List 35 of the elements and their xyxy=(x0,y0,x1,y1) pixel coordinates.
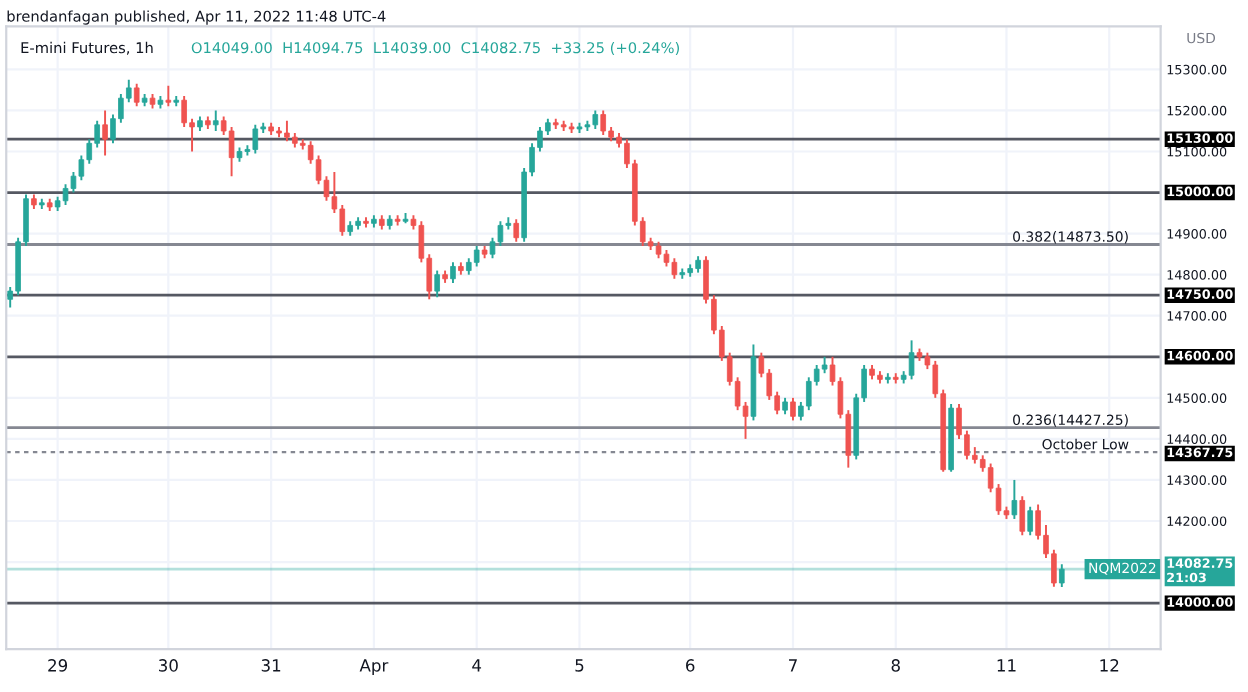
x-tick-label: 4 xyxy=(472,659,482,672)
x-tick-label: 11 xyxy=(997,659,1016,672)
candlestick xyxy=(513,218,520,243)
candlestick xyxy=(600,109,606,137)
x-tick-label: 12 xyxy=(1100,659,1119,672)
candlestick xyxy=(339,203,346,237)
candlestick xyxy=(434,269,440,299)
candlestick xyxy=(212,109,219,132)
candlestick xyxy=(1027,505,1033,537)
candlestick xyxy=(228,125,235,178)
x-tick-label: 31 xyxy=(261,659,281,672)
candlestick xyxy=(181,95,187,128)
candlestick xyxy=(1059,563,1065,589)
candlestick xyxy=(805,376,812,412)
candlestick xyxy=(592,109,599,130)
candlestick xyxy=(473,244,480,268)
x-tick-label: 8 xyxy=(891,659,900,672)
x-tick-label: 30 xyxy=(159,659,178,672)
candlestick xyxy=(284,119,290,143)
candlestick xyxy=(1019,495,1026,537)
candlestick xyxy=(252,123,259,155)
x-tick-label: 5 xyxy=(575,659,584,672)
x-tick-label: 29 xyxy=(48,659,68,672)
candlestick xyxy=(790,396,796,422)
candlestick xyxy=(450,261,456,284)
x-tick-label: Apr xyxy=(359,659,389,675)
candlestick xyxy=(165,84,172,108)
candlestick xyxy=(1011,478,1018,520)
x-tick-label: 7 xyxy=(789,659,797,672)
candlestick xyxy=(497,220,504,247)
candlestick xyxy=(102,109,108,157)
candlestick xyxy=(908,339,915,381)
candlestick xyxy=(133,82,140,108)
candlestick xyxy=(671,257,678,280)
x-tick-label: 6 xyxy=(686,659,695,672)
